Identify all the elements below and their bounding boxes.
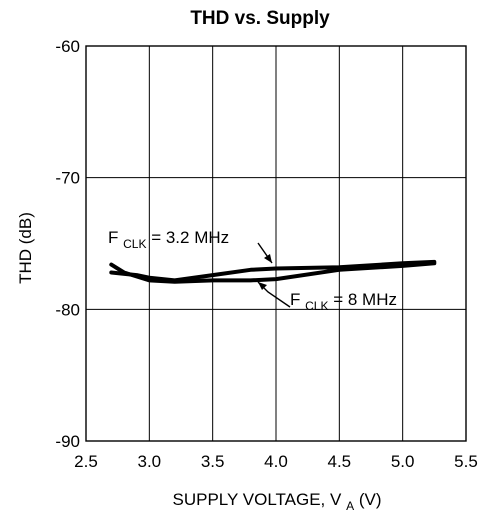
- svg-text:F CLK = 8 MHz: F CLK = 8 MHz: [290, 290, 397, 314]
- y-tick-label: -70: [55, 169, 80, 188]
- x-tick-label: 4.0: [264, 452, 288, 471]
- x-tick-label: 4.5: [328, 452, 352, 471]
- x-tick-labels: 2.5 3.0 3.5 4.0 4.5 5.0 5.5: [74, 452, 478, 471]
- x-axis-label-sub: A: [346, 499, 354, 513]
- y-tick-label: -60: [55, 37, 80, 56]
- series-label-8mhz: F CLK = 8 MHz: [257, 281, 397, 314]
- series-label-8mhz-sub: CLK: [305, 299, 328, 313]
- grid: [86, 46, 466, 441]
- x-axis-label-unit: (V): [359, 490, 382, 509]
- x-tick-label: 5.0: [391, 452, 415, 471]
- x-axis-label: SUPPLY VOLTAGE, V A (V): [173, 490, 382, 514]
- series-label-3p2mhz-arrowhead: [264, 254, 272, 263]
- series-lines: [109, 259, 437, 284]
- series-line-8mhz: [109, 261, 437, 284]
- series-label-3p2mhz-suffix: = 3.2 MHz: [151, 228, 229, 247]
- plot-frame: [85, 45, 467, 442]
- y-tick-labels: -60 -70 -80 -90: [55, 37, 80, 451]
- y-tick-label: -90: [55, 432, 80, 451]
- y-axis-label: THD (dB): [16, 212, 35, 284]
- x-tick-label: 3.0: [138, 452, 162, 471]
- series-label-3p2mhz-prefix: F: [108, 228, 118, 247]
- series-label-8mhz-suffix: = 8 MHz: [333, 290, 397, 309]
- series-label-3p2mhz-sub: CLK: [123, 237, 146, 251]
- y-tick-label: -80: [55, 300, 80, 319]
- x-tick-label: 3.5: [201, 452, 225, 471]
- x-axis-label-main: SUPPLY VOLTAGE, V: [173, 490, 342, 509]
- chart-title: THD vs. Supply: [190, 8, 330, 29]
- series-label-3p2mhz: F CLK = 3.2 MHz: [108, 228, 273, 264]
- x-tick-label: 5.5: [454, 452, 478, 471]
- series-label-8mhz-arrowhead: [258, 282, 267, 290]
- x-tick-label: 2.5: [74, 452, 98, 471]
- series-label-8mhz-prefix: F: [290, 290, 300, 309]
- svg-text:F CLK = 3.2 M: F CLK = 3.2 MHz: [108, 228, 229, 252]
